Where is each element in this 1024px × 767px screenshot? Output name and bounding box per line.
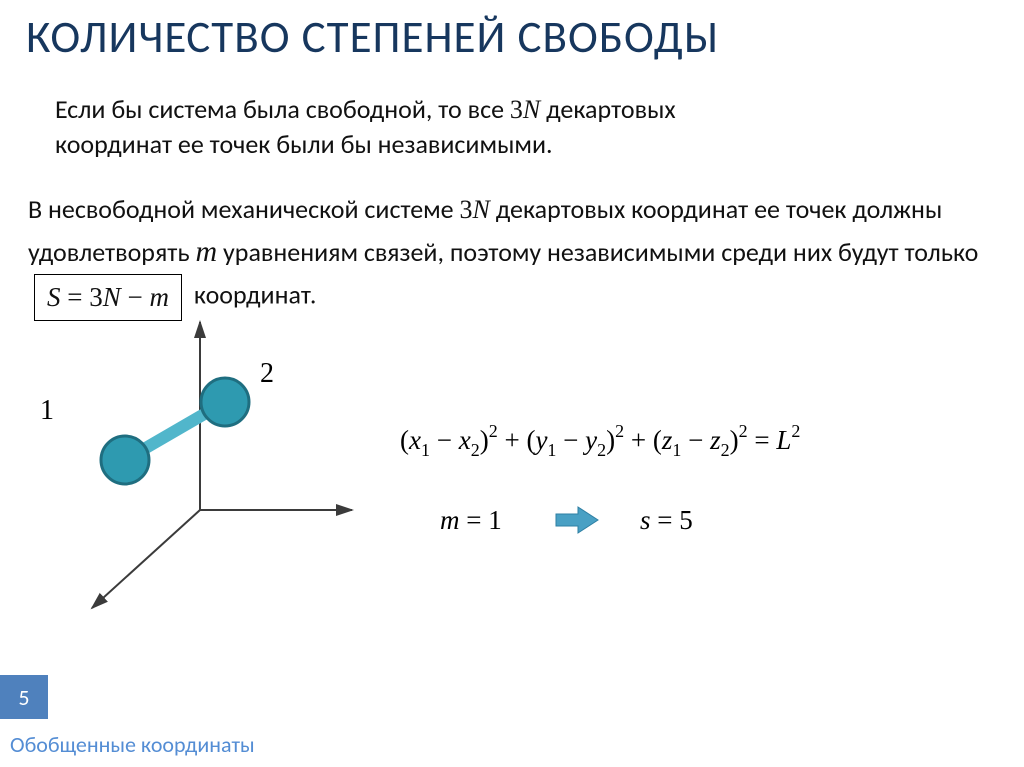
label-1: 1 (40, 395, 54, 427)
slide-title: КОЛИЧЕСТВО СТЕПЕНЕЙ СВОБОДЫ (26, 10, 719, 65)
f-S: S (47, 282, 61, 312)
p2-var-3N: 3N (460, 195, 490, 224)
f-m: m (149, 282, 169, 312)
f-eq: = 3 (61, 282, 103, 312)
ball-2 (201, 378, 249, 426)
paragraph-2: В несвободной механической системе 3N де… (28, 190, 998, 321)
p2-var-m: m (195, 235, 217, 268)
p1-var-3N: 3N (510, 95, 540, 124)
p2-mid2: уравнениям связей, поэтому независимыми … (223, 236, 978, 268)
implies-arrow-icon (552, 504, 602, 536)
axis-z (92, 510, 200, 608)
page-number: 5 (0, 675, 48, 719)
distance-equation: (x1 − x2)2 + (y1 − y2)2 + (z1 − z2)2 = L… (400, 425, 800, 456)
p2-post: координат. (194, 278, 317, 310)
slide: КОЛИЧЕСТВО СТЕПЕНЕЙ СВОБОДЫ Если бы сист… (0, 0, 1024, 767)
f-minus: − (121, 282, 150, 312)
footer-text: Обобщенные координаты (0, 721, 1024, 767)
p1-line2: координат ее точек были бы независимыми. (55, 128, 553, 160)
p1-pre: Если бы система была свободной, то все (55, 93, 504, 125)
equation-m: m = 1 (440, 505, 502, 536)
coord-diagram (30, 310, 370, 640)
p2-pre: В несвободной механической системе (28, 193, 454, 225)
ball-1 (101, 436, 149, 484)
equation-s: s = 5 (640, 505, 693, 536)
paragraph-1: Если бы система была свободной, то все 3… (55, 92, 855, 162)
p1-post1: декартовых (546, 93, 676, 125)
f-N: N (103, 282, 121, 312)
label-2: 2 (260, 358, 274, 390)
